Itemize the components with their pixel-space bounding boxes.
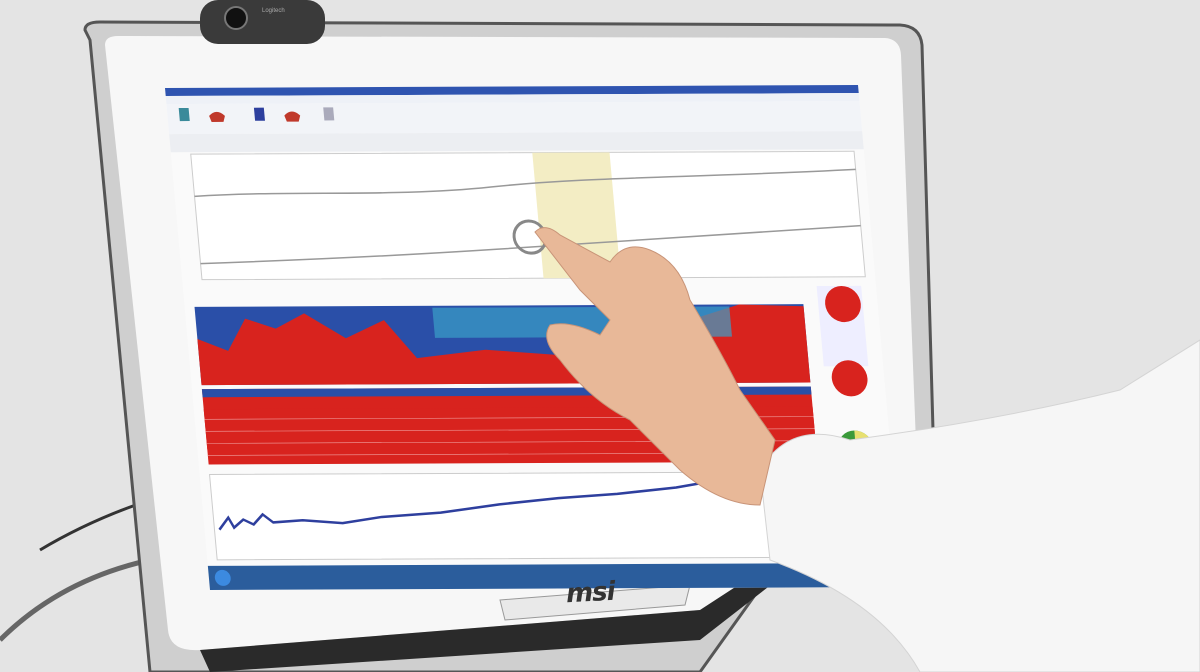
logo-plate (499, 584, 691, 621)
status-bar (169, 131, 864, 153)
monitor-brand-logo: msi (565, 576, 616, 610)
lab-coat-sleeve (759, 339, 1200, 672)
signal-trace (194, 168, 856, 198)
pie-chart (831, 360, 868, 397)
pie-chart (825, 285, 861, 323)
screen (165, 84, 904, 590)
hand (534, 227, 776, 506)
start-button-icon[interactable] (214, 569, 231, 586)
speaker-grille (200, 545, 800, 672)
signal-panel (190, 150, 866, 281)
toolbar (166, 101, 863, 135)
webcam (200, 0, 325, 44)
toolbar-buttons[interactable] (178, 107, 335, 122)
webcam-lens-icon (224, 6, 248, 30)
cable (0, 557, 151, 642)
title-bar (165, 84, 859, 97)
trace-line (218, 451, 823, 531)
webcam-brand-label: Logitech (262, 8, 285, 14)
menu-bar[interactable] (165, 93, 860, 105)
signal-trace (200, 224, 861, 265)
taskbar[interactable] (207, 562, 904, 590)
